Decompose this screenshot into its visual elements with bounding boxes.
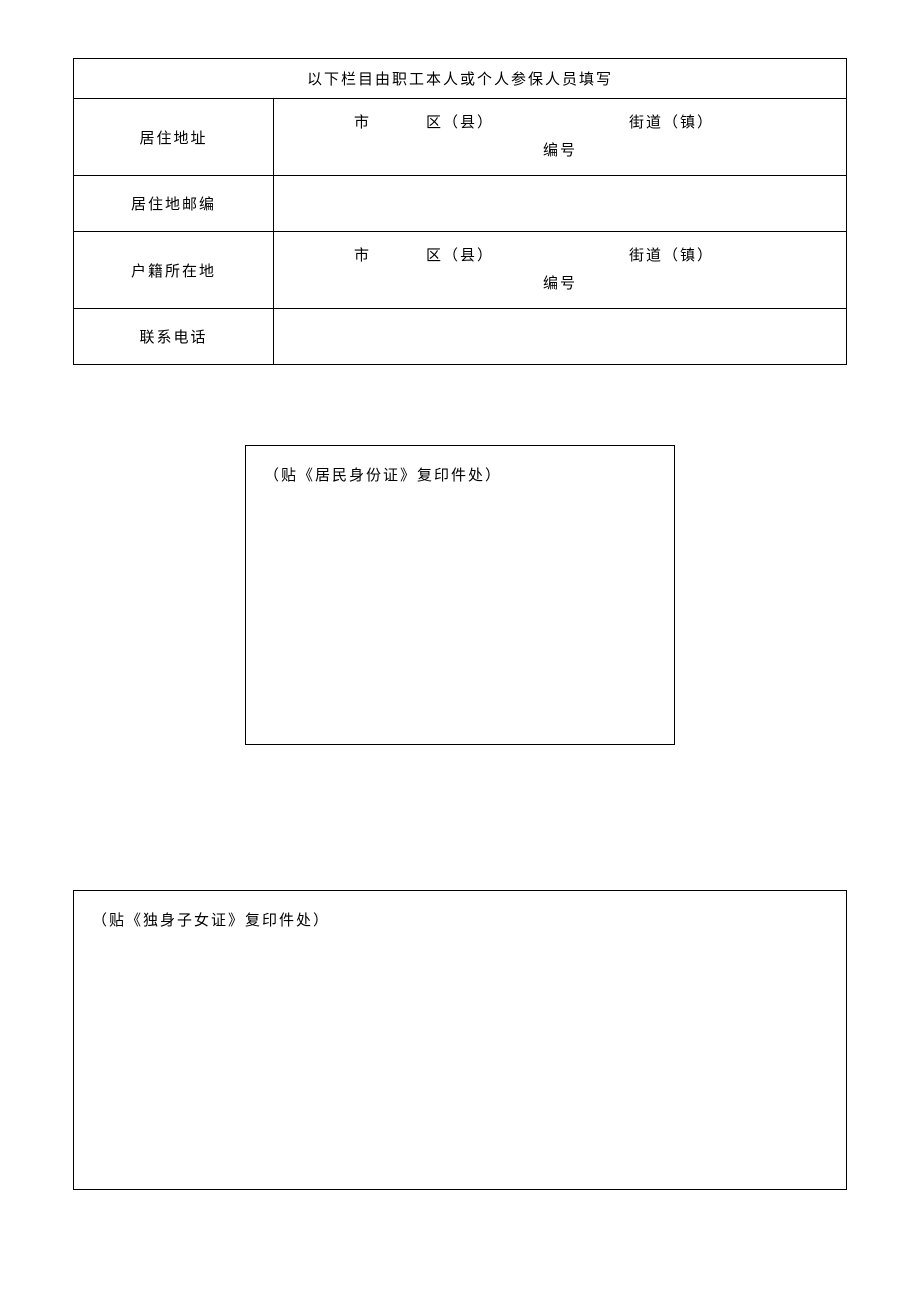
number-label: 编号 xyxy=(543,276,577,292)
number-label: 编号 xyxy=(543,143,577,159)
residence-address-value[interactable]: 市 区（县） 街道（镇） 编号 xyxy=(274,99,847,176)
only-child-cert-attachment-box: （贴《独身子女证》复印件处） xyxy=(73,890,847,1190)
residence-postcode-label: 居住地邮编 xyxy=(74,176,274,232)
district-label: 区（县） xyxy=(426,242,494,270)
id-card-attachment-label: （贴《居民身份证》复印件处） xyxy=(264,468,502,484)
id-card-attachment-box: （贴《居民身份证》复印件处） xyxy=(245,445,675,745)
city-label: 市 xyxy=(354,109,371,137)
hukou-address-label: 户籍所在地 xyxy=(74,232,274,309)
personal-info-table: 以下栏目由职工本人或个人参保人员填写 居住地址 市 区（县） 街道（镇） 编号 … xyxy=(73,58,847,365)
street-label: 街道（镇） xyxy=(629,109,714,137)
phone-label: 联系电话 xyxy=(74,309,274,365)
residence-address-label: 居住地址 xyxy=(74,99,274,176)
table-header: 以下栏目由职工本人或个人参保人员填写 xyxy=(74,59,847,99)
only-child-cert-attachment-label: （贴《独身子女证》复印件处） xyxy=(92,913,330,929)
district-label: 区（县） xyxy=(426,109,494,137)
city-label: 市 xyxy=(354,242,371,270)
residence-postcode-value[interactable] xyxy=(274,176,847,232)
street-label: 街道（镇） xyxy=(629,242,714,270)
hukou-address-value[interactable]: 市 区（县） 街道（镇） 编号 xyxy=(274,232,847,309)
phone-value[interactable] xyxy=(274,309,847,365)
